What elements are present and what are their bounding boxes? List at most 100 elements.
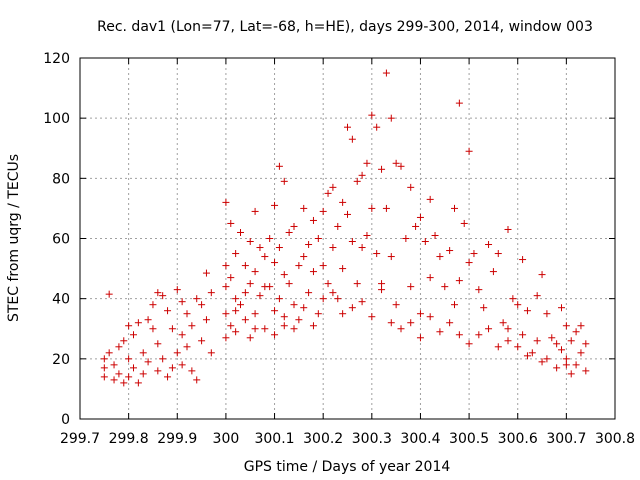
data-point <box>149 325 157 333</box>
data-point <box>416 213 424 221</box>
data-point <box>407 283 415 291</box>
data-point <box>154 289 162 297</box>
data-point <box>533 337 541 345</box>
data-point <box>368 111 376 119</box>
data-point <box>261 253 269 261</box>
data-point <box>412 222 420 230</box>
data-point <box>290 222 298 230</box>
data-point <box>130 364 137 372</box>
data-point <box>431 231 439 239</box>
y-tick-label: 20 <box>52 352 70 368</box>
data-point <box>382 69 390 77</box>
data-point <box>514 343 522 351</box>
data-point <box>285 280 293 288</box>
data-point <box>348 238 356 246</box>
data-point <box>339 310 347 318</box>
data-point <box>115 370 123 378</box>
data-point <box>251 310 259 318</box>
data-point <box>237 228 244 236</box>
data-point <box>436 328 444 336</box>
data-point <box>241 289 249 297</box>
data-point <box>329 289 337 297</box>
data-point <box>256 244 264 252</box>
data-point <box>562 361 570 369</box>
x-tick-label: 300.8 <box>595 431 635 447</box>
data-point <box>358 298 366 306</box>
y-tick-label: 100 <box>43 111 70 127</box>
x-tick-label: 299.8 <box>109 431 149 447</box>
data-point <box>387 319 395 327</box>
data-point <box>144 358 152 366</box>
data-point <box>198 337 206 345</box>
data-point <box>285 228 293 236</box>
data-points <box>100 69 590 387</box>
data-point <box>280 322 288 330</box>
data-point <box>446 247 454 255</box>
data-point <box>397 162 405 170</box>
data-point <box>100 364 108 372</box>
data-point <box>407 319 415 327</box>
data-point <box>120 379 128 387</box>
data-point <box>232 295 240 303</box>
data-point <box>514 301 522 309</box>
data-point <box>198 301 206 309</box>
data-point <box>300 204 308 212</box>
data-point <box>222 310 230 318</box>
data-point <box>241 262 249 270</box>
data-point <box>567 337 575 345</box>
data-point <box>100 355 108 363</box>
data-point <box>295 262 303 270</box>
data-point <box>533 292 541 300</box>
data-point <box>353 177 361 185</box>
data-point <box>538 358 546 366</box>
data-point <box>222 262 230 270</box>
data-point <box>378 280 386 288</box>
data-point <box>149 301 157 309</box>
data-point <box>446 319 454 327</box>
data-point <box>125 322 133 330</box>
data-point <box>528 349 536 357</box>
data-point <box>334 222 342 230</box>
data-point <box>348 304 356 312</box>
data-point <box>168 364 176 372</box>
data-point <box>280 313 288 321</box>
data-point <box>134 319 142 327</box>
data-point <box>494 343 502 351</box>
data-point <box>164 307 172 315</box>
data-point <box>144 316 152 324</box>
data-point <box>232 307 240 315</box>
data-point <box>387 253 395 261</box>
data-point <box>319 295 327 303</box>
data-point <box>115 343 123 351</box>
data-point <box>465 147 473 155</box>
data-point <box>465 340 473 348</box>
data-point <box>489 268 497 276</box>
data-point <box>558 346 565 354</box>
data-point <box>426 195 434 203</box>
data-point <box>344 123 351 131</box>
data-point <box>261 325 269 333</box>
data-point <box>232 328 240 336</box>
grid-lines <box>80 58 615 419</box>
data-point <box>202 316 210 324</box>
data-point <box>572 328 580 336</box>
data-point <box>504 225 512 233</box>
data-point <box>548 334 556 342</box>
data-point <box>480 304 488 312</box>
data-point <box>426 313 434 321</box>
data-point <box>271 201 279 209</box>
data-point <box>572 361 580 369</box>
data-point <box>251 207 259 215</box>
data-point <box>358 171 366 179</box>
data-point <box>329 183 337 191</box>
data-point <box>339 198 347 206</box>
data-point <box>378 165 386 173</box>
data-point <box>222 198 230 206</box>
x-axis-ticks: 299.7 299.8 299.9 300 300.1 300.2 300.3 300.4 30… <box>60 58 635 447</box>
data-point <box>460 219 468 227</box>
data-point <box>538 271 546 279</box>
data-point <box>280 177 288 185</box>
x-tick-label: 299.9 <box>157 431 197 447</box>
y-tick-label: 60 <box>52 232 70 248</box>
data-point <box>222 283 230 291</box>
